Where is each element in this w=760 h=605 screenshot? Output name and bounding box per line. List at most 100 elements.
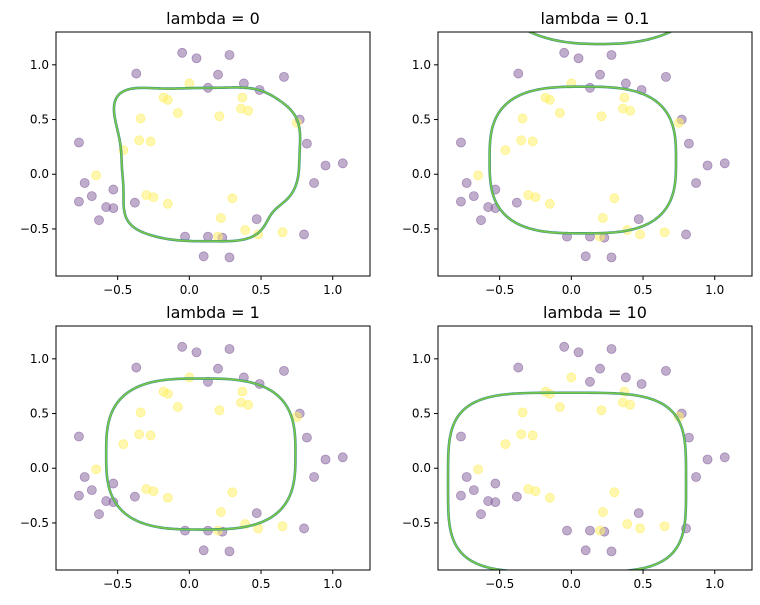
scatter-point-class-1 (227, 193, 238, 204)
scatter-point-class-1 (214, 405, 225, 416)
scatter-point-class-1 (566, 372, 577, 383)
scatter-point-class-0 (224, 252, 235, 263)
x-tick-label: −0.5 (103, 577, 132, 591)
scatter-point-class-1 (162, 94, 173, 105)
plot-area (456, 32, 730, 263)
scatter-point-class-1 (148, 486, 159, 497)
scatter-point-class-0 (177, 341, 188, 352)
decision-boundary-outline (488, 85, 678, 235)
y-tick-label: 0.5 (412, 407, 431, 421)
decision-boundary (488, 85, 677, 235)
scatter-point-class-1 (544, 492, 555, 503)
scatter-point-class-0 (79, 178, 90, 188)
decision-boundary-outline (446, 391, 688, 570)
scatter-point-class-0 (585, 376, 595, 387)
scatter-point-class-0 (595, 69, 605, 80)
scatter-point-class-0 (681, 229, 691, 240)
scatter-point-class-1 (91, 170, 102, 181)
scatter-point-class-0 (279, 71, 289, 82)
scatter-point-class-0 (468, 191, 479, 202)
x-tick-label: −0.5 (103, 283, 132, 297)
x-tick-label: 1.0 (323, 283, 342, 297)
scatter-point-class-0 (702, 160, 713, 171)
scatter-point-class-0 (684, 138, 694, 149)
scatter-point-class-0 (129, 197, 140, 208)
plot-area (74, 47, 348, 263)
scatter-point-class-0 (108, 203, 119, 214)
scatter-point-class-0 (191, 347, 202, 358)
scatter-point-class-1 (625, 399, 636, 410)
subplot-lambda-10: −0.5 0.0 0.5 1.0 −0.5 0.0 0.5 1.0 lambda = 10 (402, 303, 753, 591)
scatter-point-class-0 (511, 197, 522, 208)
plot-area (446, 341, 730, 570)
x-tick-label: 1.0 (705, 577, 724, 591)
scatter-point-class-0 (585, 525, 595, 536)
scatter-point-class-1 (240, 225, 251, 235)
y-tick-label: −0.5 (402, 516, 431, 530)
scatter-point-class-1 (162, 388, 173, 399)
chart-title: lambda = 0 (166, 9, 260, 28)
x-tick-label: 0.5 (251, 283, 270, 297)
scatter-point-class-1 (530, 486, 541, 497)
scatter-point-class-0 (490, 478, 501, 489)
x-tick-label: −0.5 (485, 577, 514, 591)
scatter-point-class-0 (620, 78, 631, 89)
x-tick-label: 0.5 (251, 577, 270, 591)
scatter-point-class-0 (94, 215, 104, 226)
scatter-point-class-1 (277, 227, 288, 238)
scatter-point-class-0 (299, 229, 309, 240)
axes-frame (437, 325, 753, 571)
scatter-point-class-0 (108, 184, 119, 195)
scatter-point-class-1 (473, 464, 484, 475)
scatter-point-class-1 (162, 198, 173, 209)
decision-boundary (105, 377, 297, 531)
scatter-point-class-0 (513, 68, 524, 79)
scatter-point-class-0 (129, 491, 140, 502)
scatter-point-class-0 (309, 178, 319, 188)
scatter-point-class-0 (251, 214, 262, 225)
decision-boundary (528, 32, 672, 45)
scatter-point-class-0 (213, 69, 223, 80)
scatter-point-class-1 (544, 94, 555, 105)
y-tick-label: 0.0 (30, 167, 49, 181)
scatter-point-class-1 (145, 136, 156, 147)
subplot-lambda-1: −0.5 0.0 0.5 1.0 −0.5 0.0 0.5 1.0 lambda = 1 (20, 303, 371, 591)
scatter-point-class-1 (554, 402, 565, 412)
scatter-point-class-1 (214, 111, 225, 122)
scatter-point-class-0 (302, 432, 312, 443)
x-tick-label: −0.5 (485, 283, 514, 297)
scatter-point-class-1 (622, 519, 633, 529)
decision-boundary-outline (112, 86, 302, 243)
scatter-point-class-0 (86, 191, 97, 202)
scatter-point-class-0 (476, 215, 486, 226)
scatter-point-class-1 (145, 430, 156, 441)
scatter-point-class-1 (500, 145, 511, 156)
scatter-point-class-0 (74, 196, 84, 207)
y-tick-label: 1.0 (412, 352, 431, 366)
scatter-point-class-0 (511, 491, 522, 502)
scatter-point-class-1 (237, 92, 248, 103)
scatter-point-class-0 (456, 431, 466, 442)
scatter-point-class-0 (636, 379, 647, 389)
y-tick-label: 0.0 (30, 461, 49, 475)
scatter-point-class-0 (513, 362, 524, 373)
scatter-point-class-0 (606, 50, 617, 60)
scatter-point-class-1 (148, 192, 159, 203)
scatter-point-class-0 (213, 363, 223, 374)
scatter-point-class-0 (251, 508, 262, 518)
scatter-point-class-0 (719, 158, 730, 169)
scatter-point-class-0 (224, 546, 235, 557)
scatter-point-class-1 (554, 108, 565, 118)
scatter-point-class-1 (609, 193, 620, 204)
scatter-point-class-0 (74, 137, 84, 148)
scatter-point-class-1 (659, 227, 670, 238)
scatter-point-class-0 (606, 546, 617, 557)
scatter-point-class-0 (224, 344, 235, 354)
scatter-point-class-0 (620, 372, 631, 383)
y-tick-label: 0.0 (412, 167, 431, 181)
scatter-point-class-1 (134, 429, 145, 440)
scatter-point-class-0 (320, 160, 331, 171)
scatter-point-class-1 (609, 487, 620, 498)
scatter-point-class-0 (661, 365, 671, 376)
scatter-point-class-0 (131, 362, 142, 373)
